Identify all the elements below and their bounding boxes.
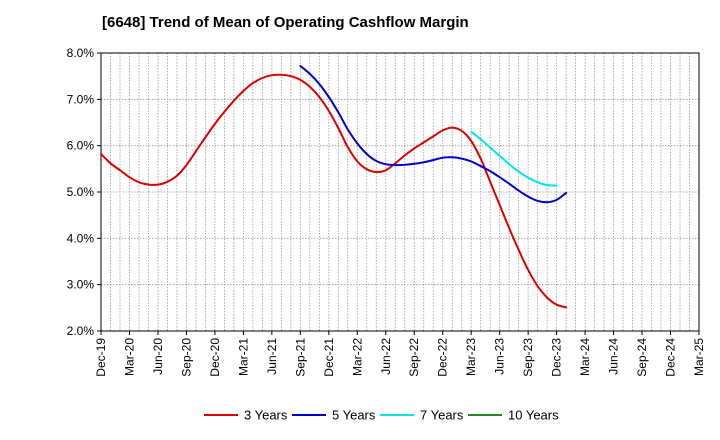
- x-tick-label: Dec-19: [94, 338, 108, 377]
- x-tick-label: Sep-22: [407, 338, 421, 377]
- x-tick-label: Sep-21: [293, 338, 307, 377]
- x-tick-label: Jun-20: [151, 338, 165, 375]
- y-tick-label: 3.0%: [67, 278, 95, 292]
- series-line-5-years: [299, 65, 568, 204]
- x-tick-label: Mar-22: [350, 338, 364, 376]
- x-tick-label: Mar-24: [578, 338, 592, 376]
- legend-label: 10 Years: [508, 408, 559, 423]
- legend-item-5-years: 5 Years: [292, 408, 376, 423]
- legend-item-7-years: 7 Years: [380, 408, 464, 423]
- legend-item-3-years: 3 Years: [204, 408, 288, 423]
- legend-label: 3 Years: [244, 408, 288, 423]
- x-tick-label: Sep-23: [521, 338, 535, 377]
- x-tick-label: Jun-24: [607, 338, 621, 375]
- chart-title: [6648] Trend of Mean of Operating Cashfl…: [102, 14, 469, 31]
- y-tick-label: 6.0%: [67, 139, 95, 153]
- x-tick-label: Mar-21: [236, 338, 250, 376]
- legend-item-10-years: 10 Years: [468, 408, 559, 423]
- x-tick-label: Dec-22: [436, 338, 450, 377]
- x-tick-label: Jun-22: [379, 338, 393, 375]
- x-tick-label: Sep-24: [635, 338, 649, 377]
- x-tick-label: Jun-21: [265, 338, 279, 375]
- x-tick-label: Dec-21: [322, 338, 336, 377]
- x-tick-label: Mar-23: [464, 338, 478, 376]
- series-line-7-years: [470, 130, 558, 187]
- legend-label: 5 Years: [332, 408, 376, 423]
- x-tick-label: Dec-23: [550, 338, 564, 377]
- series-line-3-years: [100, 73, 568, 309]
- y-tick-label: 7.0%: [67, 92, 95, 106]
- y-tick-label: 4.0%: [67, 231, 95, 245]
- y-tick-label: 8.0%: [67, 46, 95, 60]
- x-tick-label: Dec-24: [664, 338, 678, 377]
- x-tick-label: Sep-20: [179, 338, 193, 377]
- x-tick-label: Dec-20: [208, 338, 222, 377]
- legend-label: 7 Years: [420, 408, 464, 423]
- y-tick-label: 5.0%: [67, 185, 95, 199]
- y-tick-label: 2.0%: [67, 324, 95, 338]
- x-tick-label: Jun-23: [493, 338, 507, 375]
- x-tick-label: Mar-25: [692, 338, 706, 376]
- x-tick-label: Mar-20: [122, 338, 136, 376]
